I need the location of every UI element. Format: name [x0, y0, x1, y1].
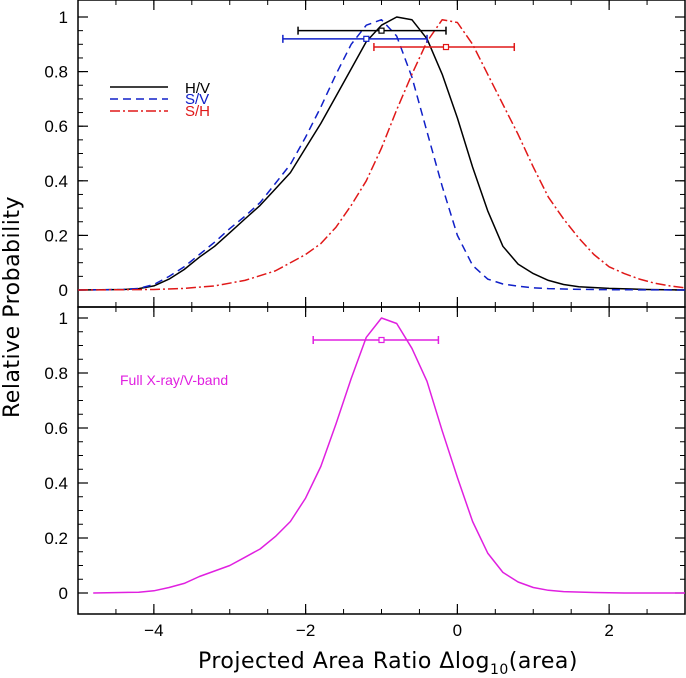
bottom-panel-frame: [77, 306, 686, 615]
x-axis-title-prefix: Projected Area Ratio Δlog: [198, 649, 490, 674]
series-line-h-v: [77, 16, 686, 291]
bottom-panel-annotation: Full X-ray/V-band: [120, 372, 228, 388]
series-line-s-h: [77, 18, 686, 291]
x-axis-title-suffix: (area): [509, 649, 578, 674]
error-bar-s-h-point: [442, 43, 450, 51]
bottom-ytick-label: 0.4: [44, 474, 68, 493]
xtick-label: −4: [144, 621, 163, 640]
x-axis-title: Projected Area Ratio Δlog10(area): [198, 649, 578, 678]
top-ytick-label: 0: [59, 281, 68, 300]
xtick-label: 0: [453, 621, 462, 640]
top-ytick-label: 0.2: [44, 226, 68, 245]
bottom-ytick-label: 0.8: [44, 364, 68, 383]
bottom-panel-series: [93, 317, 685, 594]
error-bar-s-v-point: [363, 35, 370, 42]
y-axis-title: Relative Probability: [0, 196, 25, 418]
x-axis-title-subscript: 10: [490, 662, 509, 678]
top-panel-series: [77, 16, 686, 291]
top-panel-frame: [77, 0, 686, 308]
legend: H/V S/V S/H: [110, 80, 210, 120]
legend-label-hv: H/V: [185, 80, 210, 97]
error-bar-full-x-ray-v-band-point: [378, 336, 385, 344]
top-ytick-label: 0.8: [44, 63, 68, 82]
bottom-ytick-label: 0.6: [44, 419, 68, 438]
top-ytick-label: 0.6: [44, 117, 68, 136]
bottom-ytick-label: 0: [59, 584, 68, 603]
bottom-panel-axes: 0 0.2 0.4 0.6 0.8 1 −4 −2 0 2: [44, 307, 686, 640]
xtick-label: −2: [296, 621, 315, 640]
series-line-s-v: [77, 18, 686, 291]
top-panel-axes: 0 0.2 0.4 0.6 0.8 1: [44, 0, 686, 307]
bottom-ytick-label: 1: [59, 309, 68, 328]
xtick-label: 2: [604, 621, 613, 640]
error-bar-h-v-point: [378, 27, 385, 34]
top-ytick-label: 1: [59, 8, 68, 27]
legend-label-sh: S/H: [185, 103, 210, 120]
top-ytick-label: 0.4: [44, 172, 68, 191]
bottom-ytick-label: 0.2: [44, 529, 68, 548]
series-line-full-x-ray-v-band: [93, 317, 685, 594]
legend-label-sv: S/V: [185, 91, 209, 108]
